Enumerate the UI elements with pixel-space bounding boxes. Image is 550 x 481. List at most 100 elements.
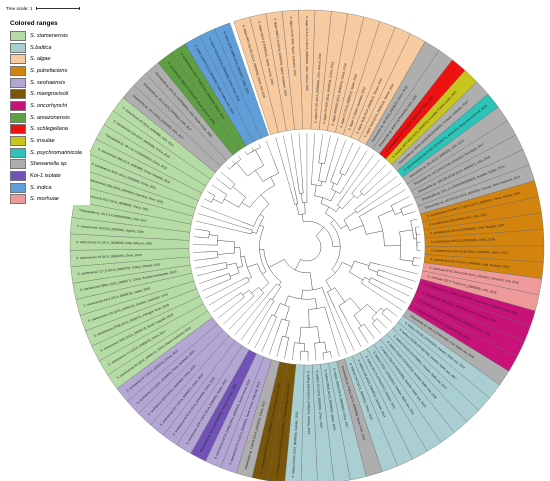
range-sector-bal — [300, 364, 318, 481]
tree-branch — [324, 153, 327, 164]
legend-item-bal: S.baltica — [10, 42, 90, 54]
leaf-label: S. putrefaciens SA70 (GCA_0000036), Ital… — [430, 257, 510, 269]
tree-branch — [384, 283, 410, 297]
tree-branch — [232, 186, 246, 198]
tree-branch — [215, 178, 223, 183]
legend-swatch — [10, 65, 26, 76]
tree-branch — [314, 298, 318, 309]
tree-branch — [301, 214, 304, 222]
legend-label: S.baltica — [30, 44, 52, 51]
tree-branch — [411, 211, 416, 213]
tree-branch — [241, 221, 254, 227]
tree-branch — [351, 187, 357, 194]
tree-branch — [285, 337, 289, 353]
tree-branch — [319, 134, 323, 153]
leaf-label: S. baltica OS625 (GCA_0000058), Sweden, … — [291, 411, 299, 477]
tree-branch — [364, 182, 402, 209]
legend-swatch — [10, 159, 26, 170]
tree-branch — [325, 295, 348, 354]
tree-branch — [326, 135, 331, 154]
tree-branch — [301, 289, 303, 300]
tree-branch — [334, 307, 355, 351]
tree-branch — [272, 286, 282, 300]
tree-branch — [193, 251, 205, 253]
tree-branch — [383, 277, 414, 290]
tree-branch — [218, 189, 228, 195]
tree-branch — [324, 306, 331, 325]
tree-branch — [324, 341, 327, 353]
leaf-label: S. baltica ZS (GCA_0000056), China, 2019 — [315, 370, 324, 428]
tree-branch — [388, 319, 393, 323]
tree-branch — [378, 269, 386, 273]
tree-branch — [399, 229, 413, 233]
tree-branch — [415, 265, 420, 267]
tree-branch — [366, 164, 387, 186]
range-sector-bal — [312, 364, 334, 481]
tree-branch — [204, 251, 218, 253]
tree-branch — [320, 197, 324, 204]
tree-branch — [393, 313, 398, 317]
tree-branch — [342, 142, 354, 166]
legend-item-koi: Koi-1 isolate — [10, 170, 90, 182]
leaf-label: S. algae KC-B1 (GCA_0000006), USA: clini… — [313, 53, 322, 124]
tree-branch — [378, 209, 394, 217]
tree-branch — [330, 191, 337, 202]
tree-branch — [361, 282, 367, 287]
tree-branch — [229, 272, 240, 277]
tree-branch — [386, 307, 394, 314]
tree-branch — [340, 224, 348, 229]
tree-branch — [327, 291, 335, 308]
tree-branch — [356, 193, 363, 199]
tree-branch — [278, 281, 282, 286]
legend-swatch — [10, 147, 26, 158]
tree-branch — [226, 176, 236, 185]
tree-branch — [337, 190, 348, 206]
tree-branch — [294, 187, 298, 204]
tree-branch — [370, 170, 392, 190]
tree-branch — [349, 225, 364, 231]
tree-branch — [292, 350, 294, 361]
tree-branch — [339, 165, 344, 174]
tree-branch — [354, 203, 362, 210]
leaf-label: S. putrefaciens JCM 20190 (GCA_0000035),… — [431, 248, 508, 254]
tree-branch — [290, 188, 295, 205]
tree-branch — [259, 214, 265, 218]
tree-branch — [247, 306, 272, 345]
tree-branch — [270, 300, 275, 307]
tree-branch — [323, 355, 325, 360]
tree-branch — [370, 262, 381, 265]
tree-scale-label: Tree scale: 1 — [6, 6, 33, 11]
tree-branch — [213, 267, 228, 272]
legend-item-ind: S. indica — [10, 182, 90, 194]
tree-branch — [298, 133, 303, 179]
tree-branch — [335, 206, 341, 212]
tree-branch — [237, 266, 243, 269]
legend-label: S. insulae — [30, 138, 55, 145]
tree-branch — [320, 181, 323, 186]
tree-branch — [344, 168, 349, 176]
tree-branch — [325, 206, 330, 214]
tree-branch — [194, 228, 199, 230]
tree-branch — [402, 212, 412, 216]
tree-branch — [329, 323, 340, 357]
tree-branch — [201, 284, 218, 292]
legend-swatch — [10, 112, 26, 123]
tree-branch — [381, 313, 389, 320]
tree-branch — [318, 163, 322, 181]
tree-branch — [239, 296, 245, 302]
legend-item-put: S. putrefaciens — [10, 65, 90, 77]
legend-item-man: S. mangrovisoli — [10, 88, 90, 100]
legend-swatch — [10, 171, 26, 182]
tree-branch — [210, 193, 215, 196]
tree-branch — [300, 236, 322, 262]
tree-branch — [234, 295, 268, 336]
tree-branch — [378, 330, 382, 334]
tree-branch — [275, 137, 291, 189]
tree-branch — [368, 268, 378, 273]
tree-branch — [325, 280, 332, 291]
tree-branch — [394, 211, 402, 215]
legend-item-sch: S. schlegeliana — [10, 124, 90, 136]
leaf-label: S. xiamenensis Y9 (GCA_0000079), China, … — [76, 253, 142, 260]
tree-branches — [193, 132, 421, 361]
tree-branch — [337, 174, 343, 185]
